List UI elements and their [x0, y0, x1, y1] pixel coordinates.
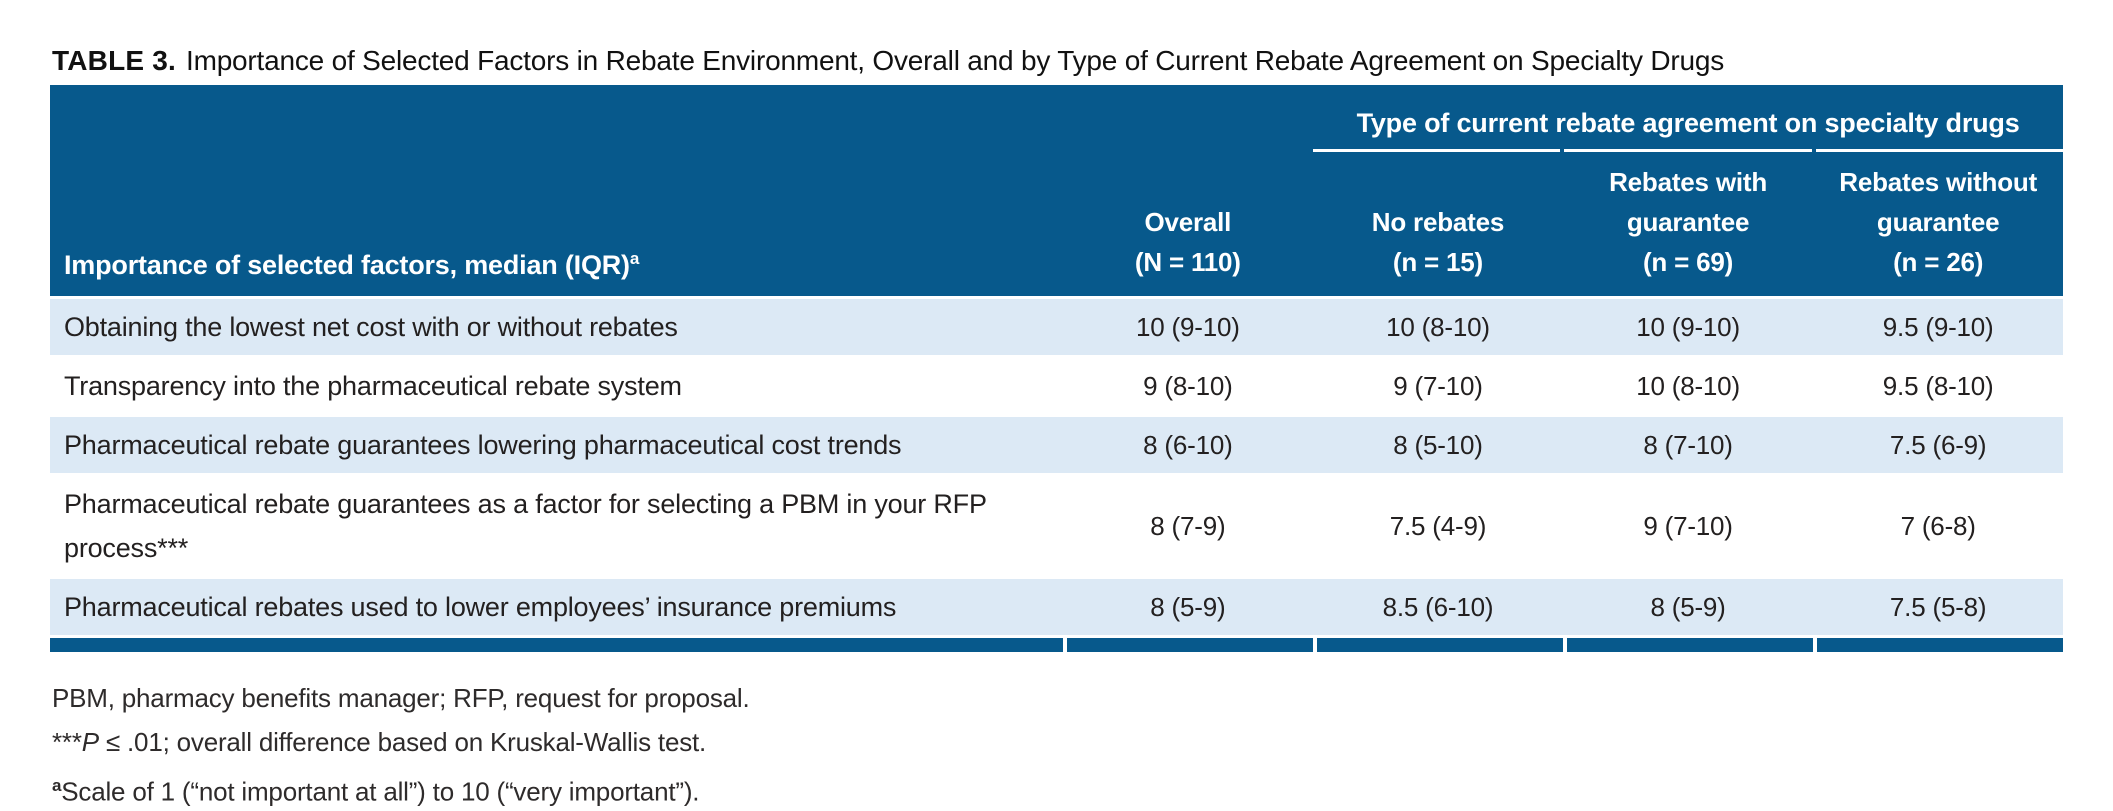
header-col-line: guarantee — [1876, 207, 2000, 237]
header-col-rebates-with-guarantee: Rebates with guarantee (n = 69) — [1563, 152, 1814, 282]
table-figure: TABLE 3. Importance of Selected Factors i… — [50, 42, 2063, 811]
footnote-statistics: ***P ≤ .01; overall difference based on … — [52, 720, 2063, 764]
header-spanner-label: Type of current rebate agreement on spec… — [1356, 108, 2020, 138]
factor-cell: Pharmaceutical rebate guarantees as a fa… — [64, 489, 987, 563]
footnote-p-symbol: P — [81, 727, 99, 757]
table-caption: Importance of Selected Factors in Rebate… — [185, 45, 1725, 76]
value-cell: 9.5 (9-10) — [1882, 311, 1994, 342]
factor-cell: Transparency into the pharmaceutical reb… — [64, 371, 682, 401]
footnote-abbreviations: PBM, pharmacy benefits manager; RFP, req… — [52, 676, 2063, 720]
table-number: TABLE 3. — [52, 45, 176, 76]
factor-cell: Pharmaceutical rebate guarantees lowerin… — [64, 430, 902, 460]
value-cell: 10 (8-10) — [1386, 311, 1490, 342]
table-row: Transparency into the pharmaceutical reb… — [50, 355, 2063, 414]
table-row: Pharmaceutical rebates used to lower emp… — [50, 576, 2063, 635]
footnote-abbrev-text: PBM, pharmacy benefits manager; RFP, req… — [52, 683, 750, 713]
header-spanner: Type of current rebate agreement on spec… — [1313, 105, 2063, 152]
footnote-scale: aScale of 1 (“not important at all”) to … — [52, 764, 2063, 811]
footnote-stats-text: ≤ .01; overall difference based on Krusk… — [98, 727, 707, 757]
table-row: Obtaining the lowest net cost with or wi… — [50, 296, 2063, 355]
header-col-rebates-without-guarantee: Rebates without guarantee (n = 26) — [1813, 152, 2063, 282]
header-col-line: No rebates — [1371, 207, 1505, 237]
value-cell: 8 (7-9) — [1150, 510, 1226, 541]
footnote-scale-superscript: a — [52, 776, 62, 795]
header-col-line: Overall — [1144, 207, 1232, 237]
header-col-line: (n = 26) — [1893, 247, 1984, 277]
value-cell: 7 (6-8) — [1900, 510, 1976, 541]
value-cell: 9.5 (8-10) — [1882, 370, 1994, 401]
header-col-line: guarantee — [1626, 207, 1750, 237]
value-cell: 8 (5-9) — [1150, 591, 1226, 622]
value-cell: 7.5 (4-9) — [1389, 510, 1487, 541]
value-cell: 9 (7-10) — [1643, 510, 1733, 541]
value-cell: 9 (8-10) — [1143, 370, 1233, 401]
footnotes: PBM, pharmacy benefits manager; RFP, req… — [52, 676, 2063, 811]
table-header: Importance of selected factors, median (… — [50, 85, 2063, 296]
header-col-line: (N = 110) — [1134, 247, 1241, 277]
header-col-line: Rebates with — [1609, 167, 1768, 197]
value-cell: 10 (9-10) — [1636, 311, 1740, 342]
value-cell: 8 (5-9) — [1650, 591, 1726, 622]
header-col-no-rebates: No rebates (n = 15) — [1313, 192, 1563, 282]
value-cell: 8 (6-10) — [1143, 429, 1233, 460]
header-spanner-underline — [1313, 149, 2063, 152]
header-col-line: (n = 69) — [1642, 247, 1734, 277]
factor-cell: Pharmaceutical rebates used to lower emp… — [64, 592, 897, 622]
value-cell: 7.5 (6-9) — [1889, 429, 1987, 460]
value-cell: 7.5 (5-8) — [1889, 591, 1987, 622]
value-cell: 8 (7-10) — [1643, 429, 1733, 460]
header-col-line: Rebates without — [1839, 167, 2038, 197]
value-cell: 10 (9-10) — [1135, 311, 1240, 342]
value-cell: 8.5 (6-10) — [1382, 591, 1494, 622]
value-cell: 10 (8-10) — [1636, 370, 1740, 401]
footnote-scale-text: Scale of 1 (“not important at all”) to 1… — [61, 776, 700, 807]
data-table: Importance of selected factors, median (… — [50, 85, 2063, 652]
header-factor-label: Importance of selected factors, median (… — [64, 250, 630, 280]
table-row: Pharmaceutical rebate guarantees lowerin… — [50, 414, 2063, 473]
footnote-asterisks: *** — [52, 727, 82, 757]
header-col-line: (n = 15) — [1392, 247, 1484, 277]
factor-cell: Obtaining the lowest net cost with or wi… — [64, 312, 678, 342]
header-col-overall: Overall (N = 110) — [1063, 192, 1314, 282]
table-bottom-bar — [50, 635, 2063, 652]
table-row: Pharmaceutical rebate guarantees as a fa… — [50, 473, 2063, 576]
value-cell: 8 (5-10) — [1393, 429, 1483, 460]
table-title: TABLE 3. Importance of Selected Factors i… — [52, 42, 2063, 80]
value-cell: 9 (7-10) — [1393, 370, 1483, 401]
header-factor-column: Importance of selected factors, median (… — [50, 242, 1063, 282]
header-factor-superscript: a — [629, 249, 640, 268]
